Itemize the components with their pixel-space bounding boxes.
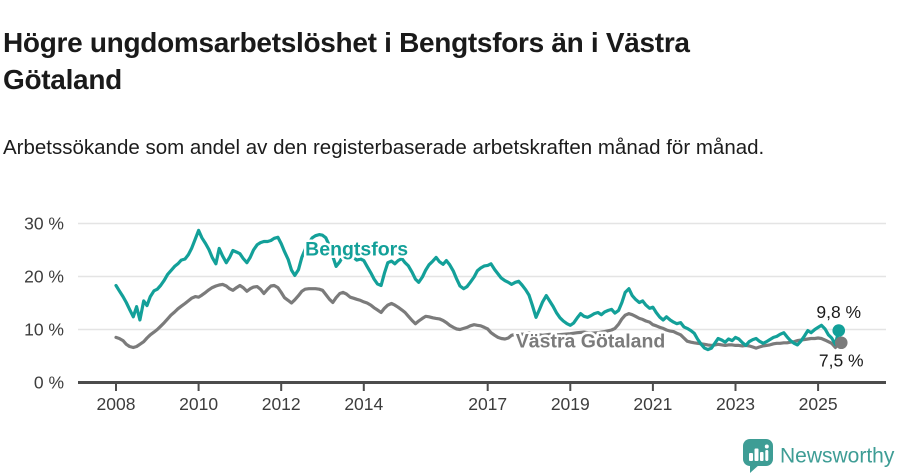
newsworthy-logo-text: Newsworthy [780,445,895,468]
y-tick-label: 20 % [24,267,64,287]
bengtsfors-end-dot [832,324,846,337]
v-stra-g-taland-end-dot [834,336,848,350]
page-subtitle: Arbetssökande som andel av den registerb… [3,135,765,159]
v-stra-g-taland-line [114,282,841,350]
x-tick-label: 2021 [633,394,672,414]
x-tick-label: 2017 [468,394,507,414]
y-tick-label: 10 % [24,320,64,340]
page-title: Högre ungdomsarbetslöshet i Bengtsfors ä… [3,26,690,96]
bengtsfors-series-label: Bengtsfors [305,238,408,260]
bengtsfors-end-label: 9,8 % [816,302,861,322]
y-tick-label: 30 % [24,214,64,234]
x-tick-label: 2019 [551,394,590,414]
x-tick-label: 2025 [799,394,838,414]
bengtsfors-line [114,228,841,352]
x-tick-label: 2012 [262,394,301,414]
x-tick-label: 2014 [344,394,383,414]
newsworthy-logo[interactable]: Newsworthy [742,437,898,474]
x-tick-label: 2023 [716,394,755,414]
v-stra-g-taland-series-label: Västra Götaland [516,331,666,353]
newsworthy-logo-icon [743,439,773,473]
x-tick-label: 2010 [179,394,218,414]
v-stra-g-taland-end-label: 7,5 % [819,350,864,370]
y-tick-label: 0 % [34,373,64,393]
x-tick-label: 2008 [97,394,136,414]
